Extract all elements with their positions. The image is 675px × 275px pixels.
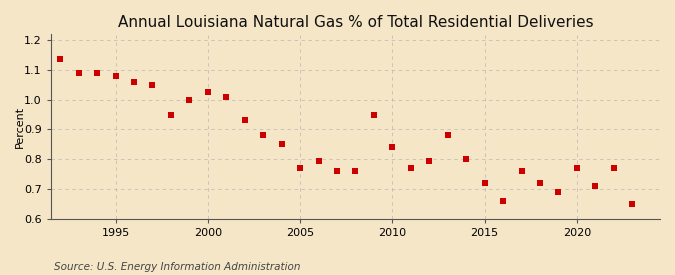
Point: [424, 159, 435, 163]
Point: [165, 112, 176, 117]
Point: [442, 133, 453, 138]
Point: [535, 181, 545, 185]
Point: [553, 190, 564, 194]
Point: [516, 169, 527, 174]
Point: [147, 82, 158, 87]
Point: [350, 169, 361, 174]
Point: [258, 133, 269, 138]
Point: [572, 166, 583, 170]
Point: [55, 57, 65, 62]
Point: [590, 184, 601, 188]
Text: Source: U.S. Energy Information Administration: Source: U.S. Energy Information Administ…: [54, 262, 300, 272]
Point: [110, 73, 121, 78]
Point: [497, 199, 508, 203]
Point: [331, 169, 342, 174]
Point: [608, 166, 619, 170]
Point: [73, 71, 84, 75]
Point: [276, 142, 287, 147]
Point: [406, 166, 416, 170]
Point: [479, 181, 490, 185]
Point: [387, 145, 398, 150]
Point: [221, 94, 232, 99]
Point: [369, 112, 379, 117]
Point: [313, 159, 324, 163]
Point: [92, 71, 103, 75]
Y-axis label: Percent: Percent: [15, 105, 25, 147]
Point: [240, 118, 250, 123]
Point: [461, 157, 472, 161]
Point: [202, 90, 213, 94]
Point: [129, 79, 140, 84]
Point: [295, 166, 306, 170]
Title: Annual Louisiana Natural Gas % of Total Residential Deliveries: Annual Louisiana Natural Gas % of Total …: [117, 15, 593, 30]
Point: [184, 97, 195, 102]
Point: [627, 202, 638, 206]
